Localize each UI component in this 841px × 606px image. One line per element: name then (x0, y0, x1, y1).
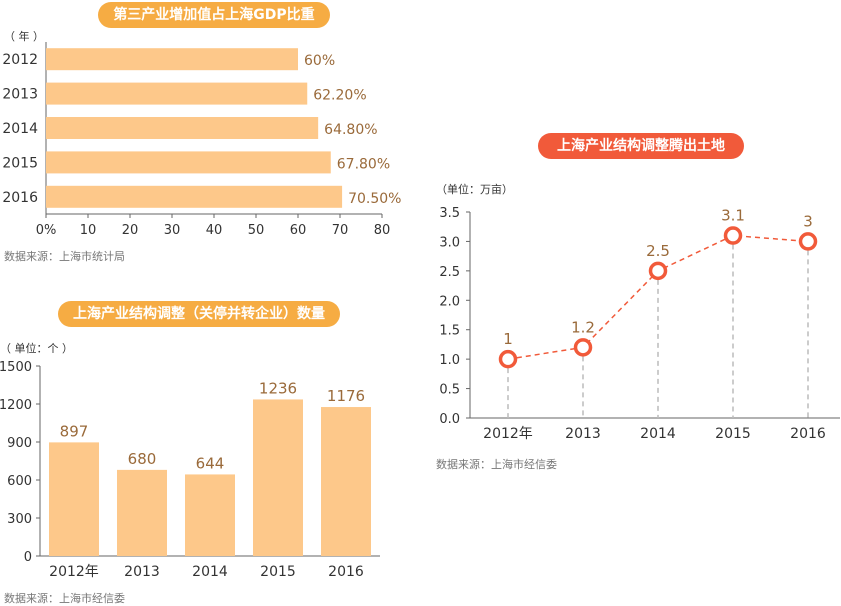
category-tick-label: 2016 (2, 190, 38, 206)
chart2-unit-label: （ 单位：个 ） (0, 342, 73, 355)
bar (117, 469, 167, 556)
data-label: 3 (803, 212, 813, 230)
y-tick-label: 3.5 (439, 206, 460, 221)
category-tick-label: 2015 (2, 155, 38, 171)
data-point (648, 261, 668, 281)
y-tick-label: 1500 (0, 360, 32, 375)
bar (46, 151, 331, 174)
x-tick-label: 30 (164, 223, 181, 238)
data-label: 644 (196, 454, 225, 472)
x-tick-label: 2012年 (483, 426, 533, 442)
bar (46, 48, 298, 71)
y-tick-label: 0 (24, 550, 32, 565)
x-tick-label: 2013 (565, 426, 601, 442)
data-label: 67.80% (337, 156, 390, 172)
y-tick-label: 0.5 (439, 383, 460, 398)
chart3-source: 数据来源：上海市经信委 (436, 458, 557, 471)
data-point (798, 232, 818, 251)
data-label: 1236 (259, 379, 297, 397)
data-point (498, 349, 518, 369)
data-label: 680 (128, 450, 157, 468)
category-tick-label: 2012 (2, 52, 38, 68)
data-label: 1 (503, 330, 513, 348)
x-tick-label: 20 (122, 223, 139, 238)
x-tick-label: 40 (206, 223, 223, 238)
data-label: 1176 (327, 387, 365, 405)
x-tick-label: 2014 (192, 564, 228, 580)
data-point (723, 226, 743, 245)
bar (46, 185, 343, 208)
x-tick-label: 80 (374, 223, 391, 238)
x-tick-label: 2015 (715, 426, 751, 442)
data-label: 70.50% (348, 191, 401, 207)
data-label: 60% (304, 53, 335, 69)
y-tick-label: 900 (7, 436, 32, 451)
data-label: 1.2 (571, 318, 595, 336)
chart3-title: 上海产业结构调整腾出土地 (538, 133, 744, 159)
data-point (573, 338, 593, 357)
x-tick-label: 2012年 (49, 564, 99, 580)
chart1-source: 数据来源：上海市统计局 (4, 250, 125, 263)
y-tick-label: 1200 (0, 398, 32, 413)
y-tick-label: 600 (7, 474, 32, 489)
y-tick-label: 2.5 (439, 265, 460, 280)
bar (49, 442, 99, 556)
x-tick-label: 70 (332, 223, 349, 238)
y-tick-label: 300 (7, 512, 32, 527)
data-label: 62.20% (313, 88, 366, 104)
bar (321, 407, 371, 556)
x-tick-label: 2013 (124, 564, 160, 580)
chart1-unit-label: （ 年 ） (4, 30, 44, 43)
bar (185, 474, 235, 556)
bar (253, 399, 303, 556)
bar (46, 82, 308, 105)
y-tick-label: 1.0 (439, 353, 460, 368)
chart2-title: 上海产业结构调整（关停并转企业）数量 (58, 301, 340, 327)
x-tick-label: 2014 (640, 426, 676, 442)
category-tick-label: 2014 (2, 121, 38, 137)
data-label: 897 (60, 422, 89, 440)
x-tick-label: 2016 (328, 564, 364, 580)
chart1-title: 第三产业增加值占上海GDP比重 (98, 2, 330, 28)
y-tick-label: 2.0 (439, 294, 460, 309)
x-tick-label: 2016 (790, 426, 826, 442)
y-tick-label: 1.5 (439, 324, 460, 339)
bar (46, 117, 319, 139)
x-tick-label: 10 (80, 223, 97, 238)
x-tick-label: 50 (248, 223, 265, 238)
chart3-unit-label: （单位：万亩） (436, 183, 513, 196)
data-label: 64.80% (324, 122, 377, 138)
data-label: 3.1 (721, 207, 745, 225)
y-tick-label: 3.0 (439, 235, 460, 250)
y-tick-label: 0.0 (439, 412, 460, 427)
x-tick-label: 60 (290, 223, 307, 238)
data-label: 2.5 (646, 242, 670, 260)
x-tick-label: 0% (36, 223, 57, 238)
x-tick-label: 2015 (260, 564, 296, 580)
category-tick-label: 2013 (2, 87, 38, 103)
chart2-source: 数据来源：上海市经信委 (4, 592, 125, 605)
